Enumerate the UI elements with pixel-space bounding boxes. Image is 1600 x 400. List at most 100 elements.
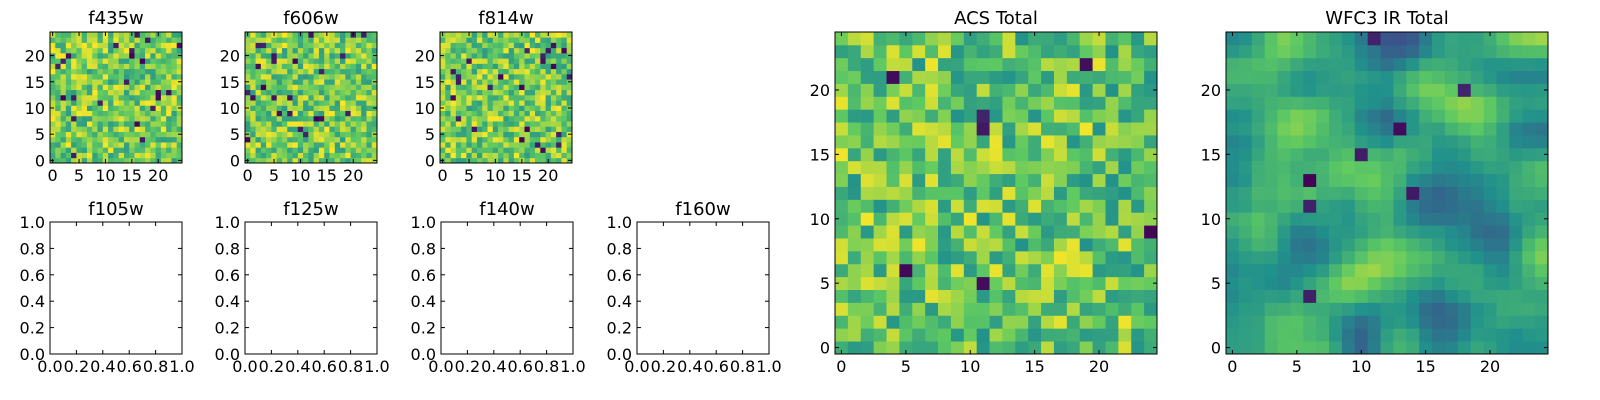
- heatmap-cell: [1290, 186, 1304, 200]
- heatmap-cell: [150, 32, 156, 38]
- heatmap-cell: [1066, 289, 1081, 303]
- heatmap-cell: [524, 115, 531, 122]
- heatmap-cell: [1118, 147, 1132, 162]
- heatmap-cell: [847, 173, 862, 187]
- heatmap-cell: [1105, 199, 1119, 213]
- heatmap-cell: [292, 89, 299, 96]
- heatmap-cell: [350, 47, 357, 54]
- heatmap-cell: [1329, 315, 1343, 329]
- heatmap-cell: [524, 110, 531, 117]
- heatmap-cell: [50, 94, 56, 101]
- heatmap-cell: [139, 84, 146, 91]
- heatmap-cell: [1226, 160, 1240, 175]
- heatmap-cell: [334, 147, 341, 153]
- heatmap-cell: [366, 94, 373, 101]
- heatmap-cell: [835, 276, 849, 290]
- heatmap-cell: [150, 100, 156, 106]
- heatmap-cell: [1092, 173, 1106, 187]
- heatmap-cell: [566, 84, 573, 91]
- heatmap-cell: [1535, 70, 1549, 84]
- heatmap-cell: [925, 57, 939, 72]
- heatmap-cell: [276, 110, 283, 117]
- heatmap-cell: [508, 37, 515, 43]
- heatmap-cell: [1264, 212, 1278, 226]
- heatmap-cell: [508, 147, 515, 153]
- heatmap-cell: [550, 157, 557, 164]
- heatmap-cell: [345, 79, 351, 85]
- heatmap-cell: [1251, 238, 1266, 252]
- y-tick-label: 10: [220, 99, 240, 118]
- heatmap-cell: [487, 79, 494, 85]
- heatmap-cell: [1079, 32, 1093, 46]
- heatmap-cell: [873, 147, 887, 162]
- heatmap-cell: [1470, 135, 1484, 149]
- heatmap-cell: [118, 94, 125, 101]
- heatmap-cell: [318, 110, 325, 117]
- heatmap-cell: [1238, 302, 1253, 316]
- heatmap-cell: [899, 109, 913, 123]
- heatmap-cell: [318, 37, 325, 43]
- heatmap-cell: [1131, 96, 1145, 110]
- heatmap-cell: [1238, 57, 1253, 72]
- heatmap-cell: [561, 157, 568, 164]
- heatmap-cell: [255, 73, 262, 80]
- heatmap-cell: [50, 136, 56, 143]
- heatmap-cell: [1144, 289, 1158, 303]
- heatmap-cell: [950, 238, 965, 252]
- heatmap-cell: [513, 32, 520, 38]
- heatmap-cell: [71, 32, 77, 38]
- heatmap-cell: [440, 84, 446, 91]
- heatmap-cell: [1406, 250, 1420, 265]
- heatmap-cell: [287, 37, 293, 43]
- heatmap-cell: [873, 96, 887, 110]
- heatmap-cell: [989, 263, 1003, 278]
- heatmap-cell: [1131, 173, 1145, 187]
- heatmap-cell: [303, 73, 309, 80]
- heatmap-cell: [255, 152, 262, 159]
- heatmap-cell: [450, 79, 457, 85]
- y-tick-label: 0.6: [411, 266, 436, 285]
- heatmap-cell: [1053, 147, 1068, 162]
- heatmap-cell: [1002, 70, 1016, 84]
- heatmap-cell: [108, 100, 114, 106]
- heatmap-cell: [492, 47, 499, 54]
- heatmap-cell: [1002, 122, 1016, 136]
- heatmap-cell: [276, 52, 283, 59]
- y-tick-label: 0: [35, 151, 45, 170]
- heatmap-cell: [71, 136, 77, 143]
- heatmap-cell: [292, 126, 299, 132]
- heatmap-cell: [71, 152, 77, 159]
- heatmap-cell: [1251, 70, 1266, 84]
- heatmap-cell: [145, 110, 151, 117]
- heatmap-cell: [139, 68, 146, 75]
- x-tick-label: 15: [512, 166, 532, 185]
- heatmap-cell: [292, 152, 299, 159]
- heatmap-cell: [118, 42, 125, 49]
- heatmap-cell: [318, 115, 325, 122]
- heatmap-cell: [366, 84, 373, 91]
- heatmap-cell: [308, 63, 315, 70]
- heatmap-cell: [65, 147, 72, 153]
- heatmap-cell: [97, 79, 104, 85]
- heatmap-cell: [1002, 57, 1016, 72]
- heatmap-cell: [1329, 238, 1343, 252]
- heatmap-cell: [129, 110, 135, 117]
- heatmap-cell: [71, 126, 77, 132]
- heatmap-cell: [134, 47, 141, 54]
- heatmap-cell: [1496, 302, 1510, 316]
- heatmap-cell: [145, 58, 151, 64]
- heatmap-cell: [1535, 302, 1549, 316]
- heatmap-cell: [250, 37, 256, 43]
- heatmap-cell: [1419, 315, 1433, 329]
- heatmap-cell: [366, 63, 373, 70]
- heatmap-cell: [108, 147, 114, 153]
- heatmap-cell: [487, 136, 494, 143]
- heatmap-cell: [976, 160, 990, 175]
- heatmap-cell: [308, 89, 315, 96]
- heatmap-cell: [1329, 135, 1343, 149]
- heatmap-cell: [281, 32, 288, 38]
- heatmap-cell: [466, 152, 473, 159]
- heatmap-cell: [482, 105, 488, 111]
- heatmap-cell: [508, 42, 515, 49]
